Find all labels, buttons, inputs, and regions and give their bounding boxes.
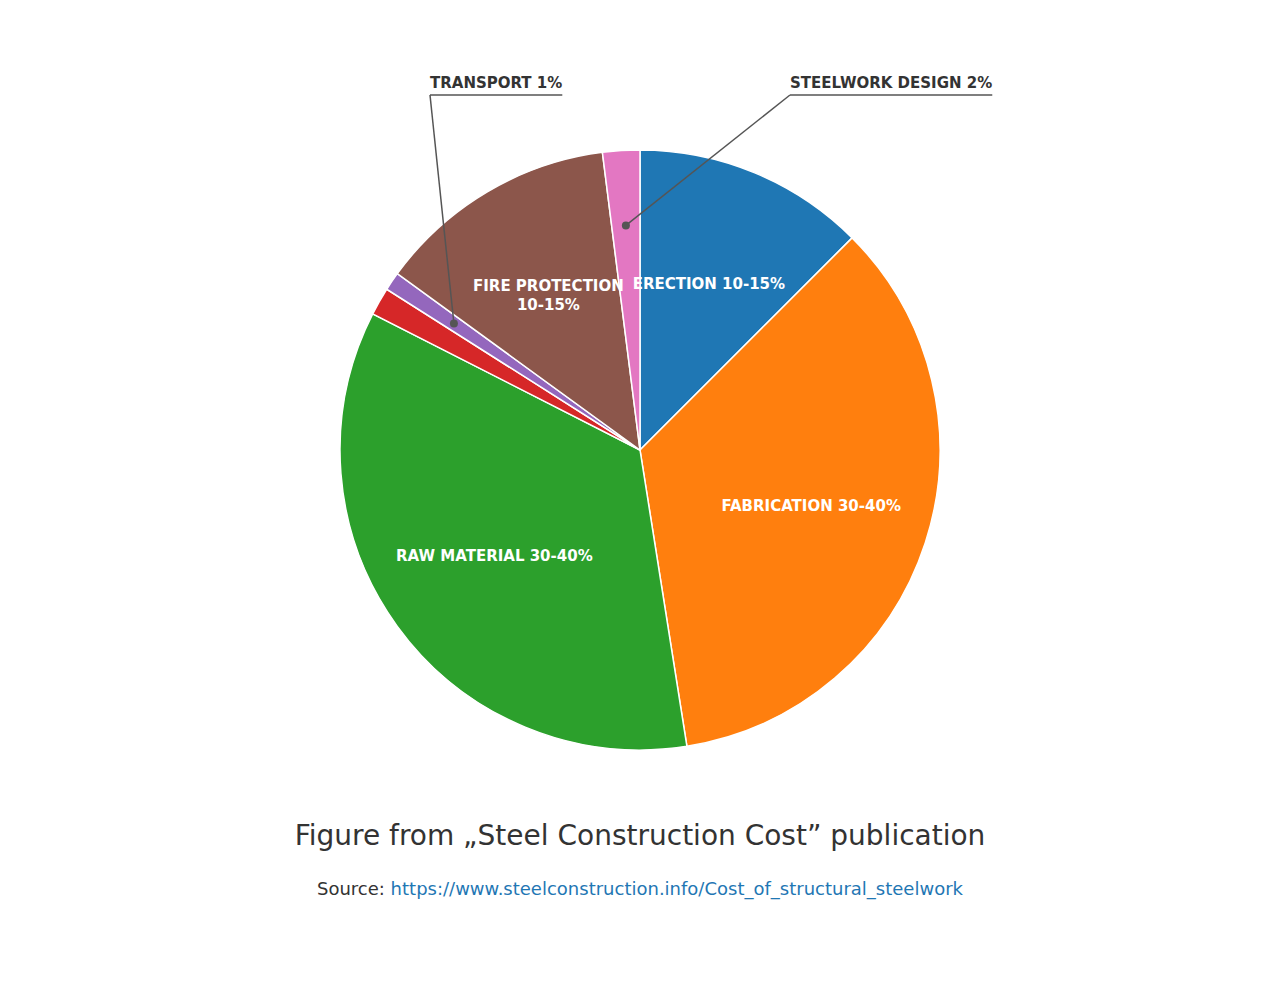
source-url: https://www.steelconstruction.info/Cost_… <box>391 878 964 900</box>
chart-container: ERECTION 10-15% FABRICATION 30-40% RAW MAT… <box>0 0 1280 1000</box>
annotations: TRANSPORT 1% STEELWORK DESIGN 2% <box>430 74 992 328</box>
leader-line <box>626 95 790 225</box>
source-prefix: Source: <box>317 878 391 899</box>
annotation-label: TRANSPORT 1% <box>430 74 562 92</box>
slice-labels: ERECTION 10-15% FABRICATION 30-40% RAW MAT… <box>396 275 901 565</box>
slice-label: FABRICATION 30-40% <box>721 497 901 515</box>
pie-slice <box>602 150 640 450</box>
chart-svg: ERECTION 10-15% FABRICATION 30-40% RAW MAT… <box>0 0 1280 1000</box>
chart-title: Figure from „Steel Construction Cost” pu… <box>295 819 986 852</box>
annotation-dot <box>450 320 458 328</box>
pie <box>340 150 940 750</box>
slice-label: RAW MATERIAL 30-40% <box>396 547 593 565</box>
pie-slice <box>640 238 940 746</box>
annotation-dot <box>622 221 630 229</box>
slice-label: FIRE PROTECTION10-15% <box>473 277 624 314</box>
annotation-label: STEELWORK DESIGN 2% <box>790 74 992 92</box>
annotation-underline <box>430 94 562 96</box>
leader-line <box>430 95 454 324</box>
pie-slice <box>397 152 640 450</box>
slice-label: ERECTION 10-15% <box>633 275 785 293</box>
annotation-underline <box>790 94 992 96</box>
